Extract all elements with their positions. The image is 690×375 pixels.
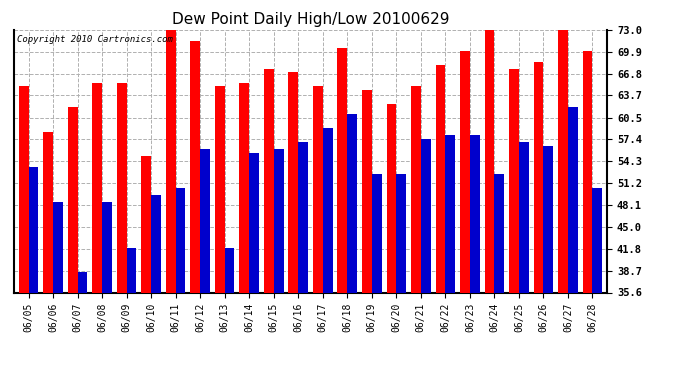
Bar <box>509 69 519 292</box>
Bar <box>225 248 235 292</box>
Bar <box>274 149 284 292</box>
Bar <box>77 272 88 292</box>
Bar <box>176 188 186 292</box>
Bar <box>166 30 176 292</box>
Bar <box>19 86 28 292</box>
Bar <box>568 107 578 292</box>
Bar <box>298 142 308 292</box>
Bar <box>117 82 126 292</box>
Bar <box>362 90 372 292</box>
Bar <box>544 146 553 292</box>
Bar <box>421 139 431 292</box>
Bar <box>151 195 161 292</box>
Bar <box>372 174 382 292</box>
Bar <box>249 153 259 292</box>
Bar <box>470 135 480 292</box>
Bar <box>264 69 274 292</box>
Bar <box>190 40 200 292</box>
Bar <box>200 149 210 292</box>
Bar <box>396 174 406 292</box>
Bar <box>337 48 347 292</box>
Bar <box>43 132 53 292</box>
Bar <box>215 86 225 292</box>
Bar <box>323 128 333 292</box>
Text: Copyright 2010 Cartronics.com: Copyright 2010 Cartronics.com <box>17 35 172 44</box>
Bar <box>68 107 77 292</box>
Bar <box>92 82 102 292</box>
Bar <box>435 65 445 292</box>
Title: Dew Point Daily High/Low 20100629: Dew Point Daily High/Low 20100629 <box>172 12 449 27</box>
Bar <box>519 142 529 292</box>
Bar <box>53 202 63 292</box>
Bar <box>495 174 504 292</box>
Bar <box>126 248 137 292</box>
Bar <box>239 82 249 292</box>
Bar <box>411 86 421 292</box>
Bar <box>28 167 39 292</box>
Bar <box>347 114 357 292</box>
Bar <box>313 86 323 292</box>
Bar <box>593 188 602 292</box>
Bar <box>484 30 495 292</box>
Bar <box>558 30 568 292</box>
Bar <box>386 104 396 292</box>
Bar <box>445 135 455 292</box>
Bar <box>533 62 544 292</box>
Bar <box>460 51 470 292</box>
Bar <box>102 202 112 292</box>
Bar <box>141 156 151 292</box>
Bar <box>582 51 593 292</box>
Bar <box>288 72 298 292</box>
